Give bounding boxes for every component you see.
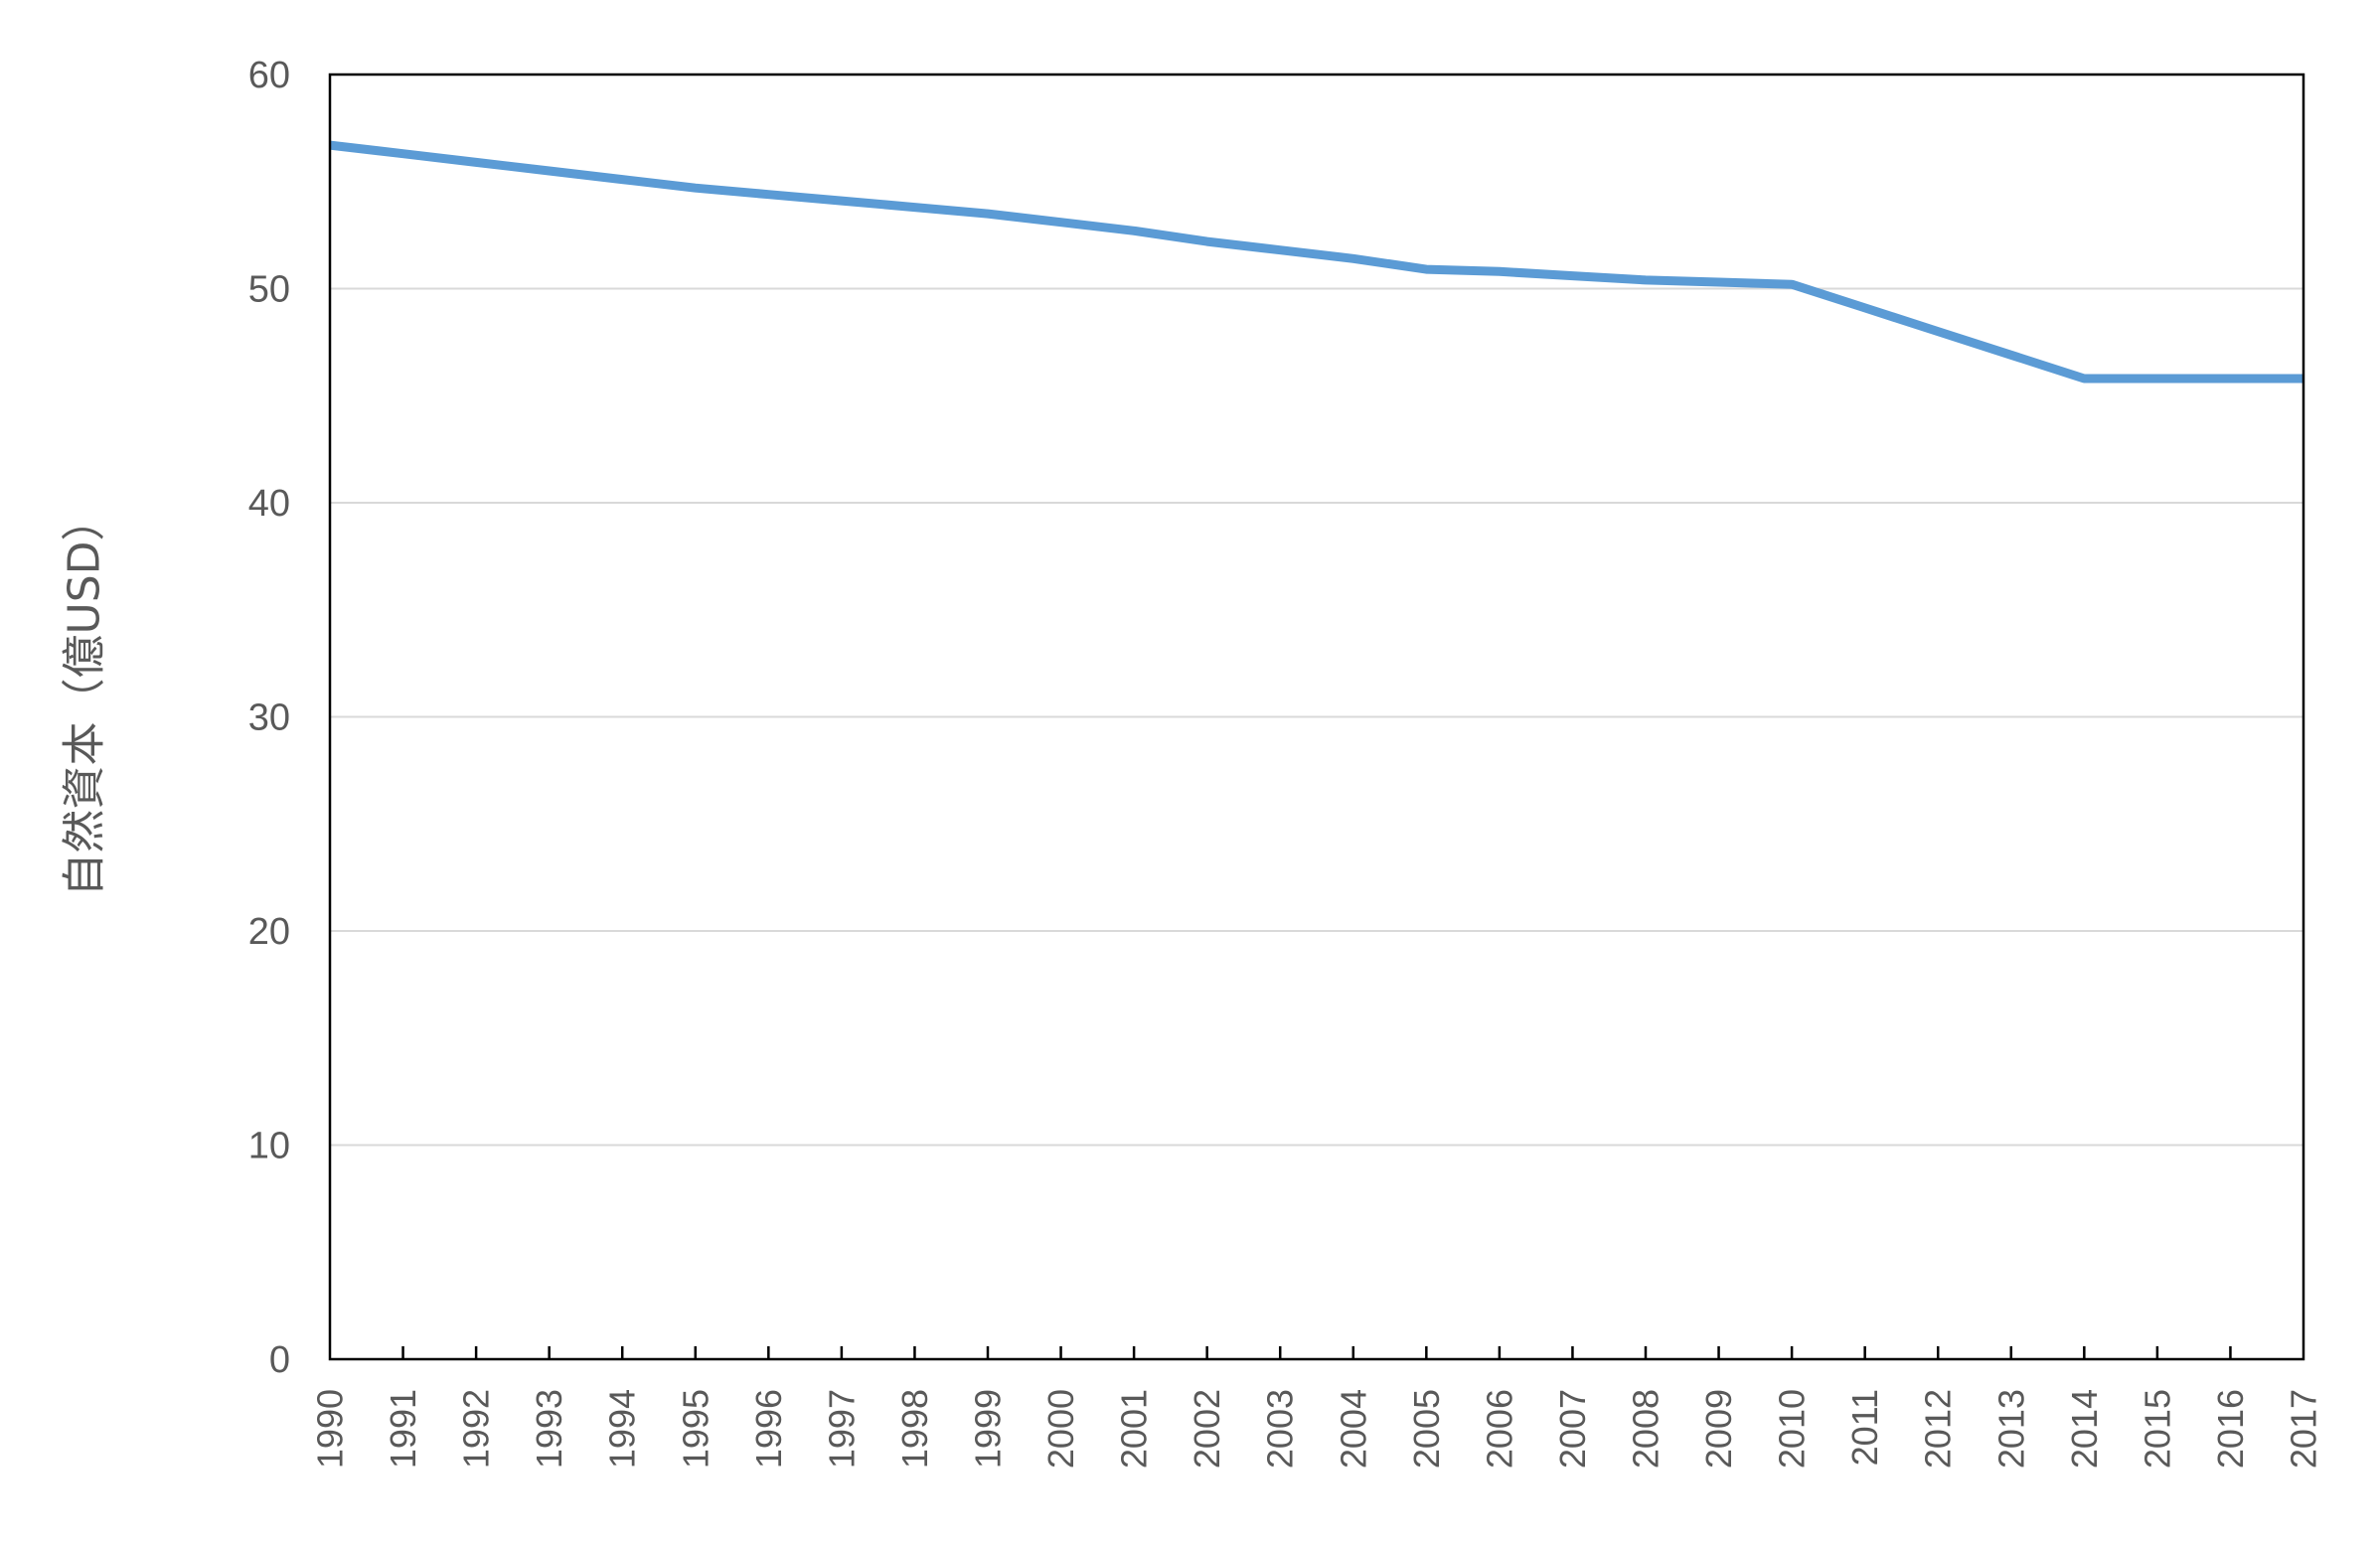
x-tick-label-1995: 1995 xyxy=(675,1389,715,1468)
x-tick-label-2014: 2014 xyxy=(2064,1389,2105,1468)
axes xyxy=(328,73,2305,1361)
x-tick-label-1998: 1998 xyxy=(894,1389,935,1468)
x-tick-label-2010: 2010 xyxy=(1772,1389,1813,1468)
x-tick-label-1990: 1990 xyxy=(310,1389,351,1468)
x-tick-label-2002: 2002 xyxy=(1187,1389,1227,1468)
y-tick-label-30: 30 xyxy=(248,697,290,739)
y-axis-title: 自然資本（億USD） xyxy=(60,497,110,896)
x-tick-label-1991: 1991 xyxy=(383,1389,423,1468)
x-tick-label-1997: 1997 xyxy=(821,1389,862,1468)
x-tick-label-2017: 2017 xyxy=(2284,1389,2324,1468)
x-tick-label-2000: 2000 xyxy=(1040,1389,1081,1468)
x-tick-label-2007: 2007 xyxy=(1552,1389,1593,1468)
x-tick-label-2016: 2016 xyxy=(2210,1389,2251,1468)
x-tick-label-1992: 1992 xyxy=(456,1389,497,1468)
x-tick-label-2008: 2008 xyxy=(1626,1389,1666,1468)
y-tick-label-10: 10 xyxy=(248,1126,290,1167)
x-tick-label-1999: 1999 xyxy=(968,1389,1009,1468)
x-tick-label-2005: 2005 xyxy=(1406,1389,1447,1468)
series-line-0 xyxy=(329,140,2303,384)
x-tick-label-1996: 1996 xyxy=(748,1389,789,1468)
x-tick-label-2013: 2013 xyxy=(1990,1389,2031,1468)
x-tick-label-2001: 2001 xyxy=(1114,1389,1155,1468)
x-tick-label-2012: 2012 xyxy=(1918,1389,1959,1468)
x-tick-label-1993: 1993 xyxy=(529,1389,569,1468)
x-tick-label-2004: 2004 xyxy=(1333,1389,1373,1468)
y-tick-label-0: 0 xyxy=(269,1339,290,1381)
x-tick-label-2006: 2006 xyxy=(1479,1389,1519,1468)
x-tick-label-1994: 1994 xyxy=(602,1389,643,1468)
x-tick-label-2009: 2009 xyxy=(1698,1389,1739,1468)
x-tick-label-2011: 2011 xyxy=(1844,1389,1885,1466)
x-tick-label-2003: 2003 xyxy=(1260,1389,1301,1468)
y-tick-label-40: 40 xyxy=(248,483,290,525)
x-tick-label-2015: 2015 xyxy=(2137,1389,2177,1468)
x-tick-labels: 1990 1991 1992 1993 1994 1995 1996 1997 1998 1999… xyxy=(310,1389,2324,1468)
y-tick-labels: 0 10 20 30 40 50 60 xyxy=(248,55,290,1381)
gridlines xyxy=(330,287,2303,1147)
y-tick-label-20: 20 xyxy=(248,911,290,953)
y-tick-label-50: 50 xyxy=(248,269,290,311)
plot-area-border xyxy=(328,73,2305,1361)
y-tick-label-60: 60 xyxy=(248,55,290,96)
series-layer xyxy=(329,140,2303,384)
